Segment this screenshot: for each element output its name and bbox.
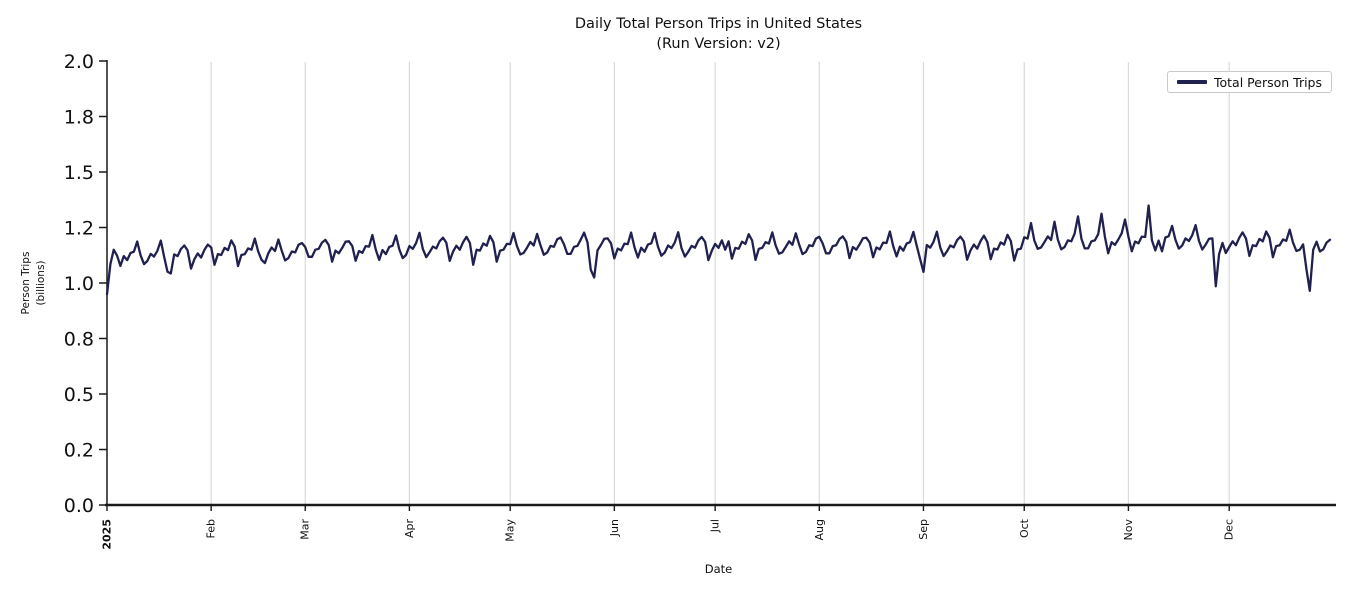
- x-tick-label: Oct: [1018, 518, 1031, 538]
- x-tick-label: Jul: [709, 519, 722, 533]
- chart-title: Daily Total Person Trips in United State…: [107, 14, 1330, 54]
- legend-line-swatch: [1177, 80, 1207, 84]
- x-tick-label: 2025: [101, 519, 114, 550]
- legend: Total Person Trips: [1167, 71, 1333, 93]
- x-tick-label: May: [504, 519, 517, 542]
- x-tick-label: Apr: [403, 519, 416, 539]
- y-tick-label: 1.0: [64, 273, 94, 295]
- y-axis-label-line1: Person Trips: [19, 251, 32, 315]
- legend-label: Total Person Trips: [1214, 74, 1323, 90]
- y-tick-label: 1.8: [64, 107, 94, 129]
- x-tick-label: Jun: [608, 519, 621, 537]
- x-tick-label: Mar: [299, 519, 312, 540]
- x-tick-label: Nov: [1122, 519, 1135, 541]
- y-tick-label: 2.0: [64, 51, 94, 73]
- x-axis-label: Date: [704, 562, 733, 576]
- y-tick-label: 0.0: [64, 495, 94, 517]
- x-tick-label: Sep: [917, 519, 930, 540]
- y-tick-label: 1.5: [64, 162, 94, 184]
- x-tick-label: Aug: [813, 519, 826, 540]
- y-axis-label-line2: (billions): [35, 260, 47, 306]
- y-tick-label: 1.2: [64, 218, 94, 240]
- chart-title-line2: (Run Version: v2): [656, 36, 781, 52]
- y-axis-label: Person Trips (billions): [19, 252, 49, 315]
- y-tick-label: 0.8: [64, 329, 94, 351]
- y-tick-label: 0.5: [64, 384, 94, 406]
- x-tick-label: Dec: [1223, 519, 1236, 540]
- trips-line-series: [105, 204, 1332, 296]
- y-tick-label: 0.2: [64, 440, 94, 462]
- x-tick-label: Feb: [205, 519, 218, 538]
- chart-title-line1: Daily Total Person Trips in United State…: [574, 16, 863, 32]
